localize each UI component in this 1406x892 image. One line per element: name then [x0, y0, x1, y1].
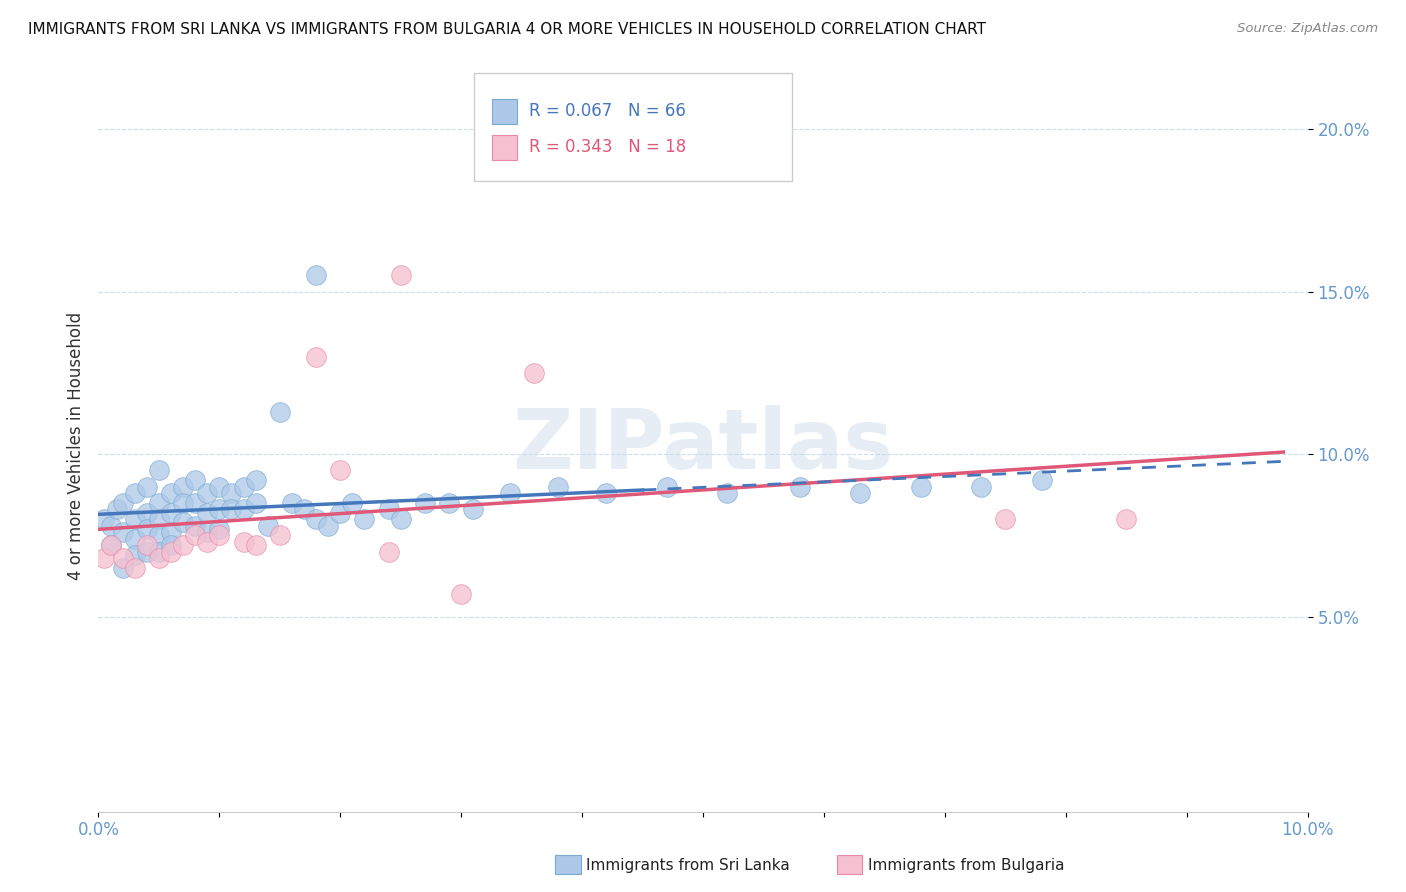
Point [148, 496, 170, 510]
Text: R = 0.343   N = 18: R = 0.343 N = 18 [529, 138, 686, 156]
Text: Immigrants from Bulgaria: Immigrants from Bulgaria [868, 858, 1064, 872]
Point [135, 506, 157, 520]
Point [135, 544, 157, 558]
Point [124, 486, 146, 500]
Point [245, 496, 267, 510]
Point [208, 522, 231, 536]
Point [232, 480, 254, 494]
Point [305, 268, 328, 283]
Point [316, 518, 339, 533]
Point [329, 506, 352, 520]
Point [172, 480, 194, 494]
Point [245, 538, 267, 552]
Point [523, 366, 546, 380]
Text: ZIPatlas: ZIPatlas [513, 406, 893, 486]
Point [160, 506, 183, 520]
Point [547, 480, 569, 494]
Point [195, 506, 218, 520]
Point [195, 525, 218, 540]
Point [221, 486, 243, 500]
Point [208, 480, 231, 494]
Point [135, 538, 157, 552]
Point [160, 486, 183, 500]
Point [413, 496, 436, 510]
Point [232, 502, 254, 516]
Point [1031, 473, 1053, 487]
Point [377, 544, 399, 558]
Point [172, 538, 194, 552]
Text: Immigrants from Sri Lanka: Immigrants from Sri Lanka [586, 858, 790, 872]
Point [305, 512, 328, 526]
Point [221, 502, 243, 516]
Point [100, 538, 122, 552]
Point [342, 496, 364, 510]
Point [970, 480, 993, 494]
Point [994, 512, 1017, 526]
Point [329, 463, 352, 477]
Point [172, 516, 194, 530]
Point [148, 528, 170, 542]
Point [910, 480, 932, 494]
Point [124, 561, 146, 575]
Point [111, 551, 134, 566]
Point [100, 518, 122, 533]
Point [389, 512, 412, 526]
Y-axis label: 4 or more Vehicles in Household: 4 or more Vehicles in Household [66, 312, 84, 580]
Point [195, 486, 218, 500]
Text: IMMIGRANTS FROM SRI LANKA VS IMMIGRANTS FROM BULGARIA 4 OR MORE VEHICLES IN HOUS: IMMIGRANTS FROM SRI LANKA VS IMMIGRANTS … [28, 22, 986, 37]
Point [148, 512, 170, 526]
Point [93, 512, 115, 526]
Point [124, 512, 146, 526]
Point [148, 463, 170, 477]
Point [105, 502, 128, 516]
Point [195, 535, 218, 549]
Point [463, 502, 485, 516]
Point [353, 512, 375, 526]
Point [595, 486, 617, 500]
Point [148, 551, 170, 566]
Point [160, 538, 183, 552]
Point [111, 496, 134, 510]
Point [245, 473, 267, 487]
Point [269, 528, 291, 542]
Point [716, 486, 738, 500]
Point [437, 496, 460, 510]
Point [208, 502, 231, 516]
Point [208, 528, 231, 542]
Point [184, 473, 207, 487]
Point [100, 538, 122, 552]
Point [305, 350, 328, 364]
Point [111, 561, 134, 575]
Point [789, 480, 811, 494]
Point [172, 496, 194, 510]
Point [377, 502, 399, 516]
Point [389, 268, 412, 283]
Point [655, 480, 678, 494]
Point [111, 525, 134, 540]
Point [256, 518, 278, 533]
Point [269, 405, 291, 419]
Point [148, 544, 170, 558]
Text: R = 0.067   N = 66: R = 0.067 N = 66 [529, 103, 686, 120]
Point [281, 496, 304, 510]
Point [1115, 512, 1137, 526]
Point [93, 551, 115, 566]
Text: Source: ZipAtlas.com: Source: ZipAtlas.com [1237, 22, 1378, 36]
Point [184, 528, 207, 542]
Point [184, 496, 207, 510]
Point [160, 525, 183, 540]
Point [135, 522, 157, 536]
Point [498, 486, 520, 500]
Point [849, 486, 872, 500]
Point [160, 544, 183, 558]
Point [184, 518, 207, 533]
Point [124, 532, 146, 546]
Point [450, 587, 472, 601]
Point [232, 535, 254, 549]
Point [135, 480, 157, 494]
Point [292, 502, 315, 516]
Point [124, 548, 146, 562]
